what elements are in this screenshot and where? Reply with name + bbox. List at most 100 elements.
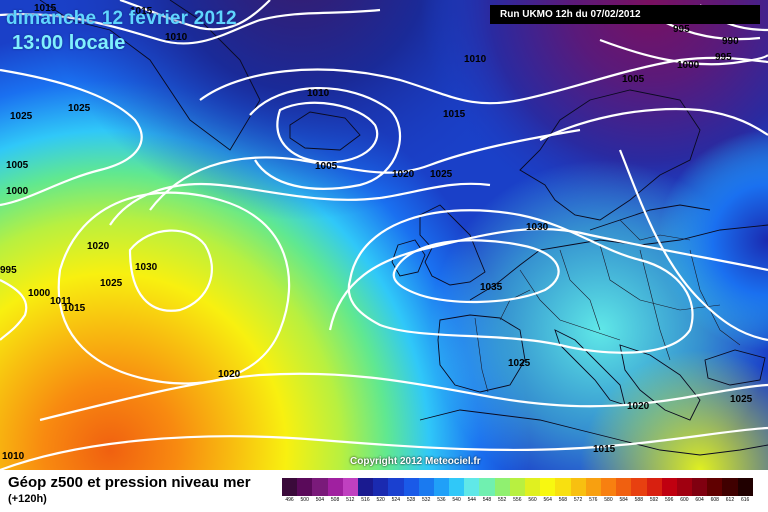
legend-value: 608: [710, 497, 719, 503]
isobar-label: 1025: [68, 103, 91, 114]
legend-swatch: 496: [282, 478, 298, 503]
legend-swatch: 532: [418, 478, 434, 503]
isobar-1030-azores: [128, 229, 213, 312]
isobar-label: 1010: [165, 32, 188, 43]
isobar-label: 1020: [627, 401, 650, 412]
iceland-coast: [289, 111, 361, 151]
model-run-info: Run UKMO 12h du 07/02/2012: [490, 5, 760, 24]
legend-swatch: 612: [722, 478, 738, 503]
isobar-label: 1015: [443, 109, 466, 120]
isobar-label: 1005: [315, 161, 338, 172]
isobar-label: 1025: [100, 278, 123, 289]
legend-value: 584: [619, 497, 628, 503]
legend-swatch: 588: [631, 478, 647, 503]
legend-swatch: 500: [297, 478, 313, 503]
isobar-label: 995: [0, 265, 17, 276]
isobar-1010-west-edge: [0, 279, 28, 341]
isobar-1005-iceland-low: [276, 101, 379, 164]
isobar-label: 1005: [6, 160, 29, 171]
legend-swatch: 540: [449, 478, 465, 503]
copyright-notice: Copyright 2012 Meteociel.fr: [350, 456, 481, 467]
legend-swatch: 536: [433, 478, 450, 503]
forecast-date: dimanche 12 fevrier 2012: [6, 8, 237, 29]
isobar-label: 1030: [135, 262, 158, 273]
legend-value: 504: [315, 497, 325, 503]
legend-value: 580: [604, 497, 613, 503]
legend-value: 564: [543, 497, 552, 503]
legend-swatch: 512: [342, 478, 358, 503]
legend-swatch: 564: [540, 478, 556, 503]
legend-swatch: 524: [388, 478, 404, 503]
legend-value: 556: [513, 497, 522, 503]
legend-value: 588: [634, 497, 643, 503]
isobar-1020-south: [39, 372, 768, 422]
isobar-1030-europe: [347, 209, 694, 354]
iberia-coast: [437, 314, 526, 393]
legend-swatch: 528: [403, 478, 419, 503]
border-line: [474, 317, 489, 393]
isobar-label: 1015: [593, 444, 616, 455]
legend-swatch: 544: [464, 478, 480, 503]
isobar-label: 1025: [508, 358, 531, 369]
legend-swatch: 560: [525, 478, 541, 503]
isobar-1030-ring: [57, 191, 291, 385]
north-africa-coast: [419, 409, 768, 456]
isobar-label: 1035: [480, 282, 503, 293]
legend-swatch: 520: [373, 478, 389, 503]
legend-value: 536: [437, 497, 446, 503]
isobar-label: 1020: [218, 369, 241, 380]
legend-swatch: 556: [509, 478, 525, 503]
legend-value: 576: [589, 497, 598, 503]
legend-swatch: 516: [357, 478, 374, 503]
ireland-coast: [391, 239, 426, 277]
italy-coast: [554, 329, 626, 406]
legend-swatch: 508: [327, 478, 343, 503]
legend-swatch: 580: [600, 478, 617, 503]
southeast-ridge-shading: [0, 0, 768, 470]
isobar-label: 1000: [677, 60, 700, 71]
legend-value: 600: [680, 497, 689, 503]
isobar-label: 1005: [622, 74, 645, 85]
legend-swatch: 504: [312, 478, 328, 503]
isobar-1025-europe: [328, 227, 768, 331]
isobar-label: 995: [715, 52, 732, 63]
isobar-label: 1010: [464, 54, 487, 65]
legend-swatch: 592: [646, 478, 662, 503]
isobar-label: 1025: [10, 111, 33, 122]
isobar-1015-south: [0, 426, 768, 470]
legend-swatch: 552: [494, 478, 510, 503]
legend-value: 572: [573, 497, 583, 503]
map-footer: Géop z500 et pression niveau mer (+120h)…: [0, 470, 768, 512]
isobar-lines: [0, 0, 768, 470]
forecast-time: 13:00 locale: [12, 32, 126, 54]
isobar-1010-north-loop: [249, 87, 402, 190]
legend-swatch: 600: [676, 478, 693, 503]
isobar-label: 1020: [87, 241, 110, 252]
isobar-1015-north: [0, 8, 381, 45]
legend-value: 532: [422, 497, 431, 503]
isobar-labels: 1015 1015 1010 1025 1025 1005 1000 995 9…: [0, 3, 753, 462]
isobar-1025-west: [0, 68, 143, 207]
chart-title: Géop z500 et pression niveau mer: [8, 474, 251, 491]
isobar-1025-mid: [109, 182, 491, 226]
isobar-label: 1015: [63, 303, 86, 314]
legend-value: 568: [558, 497, 568, 503]
isobar-1005-scandinavia: [539, 107, 768, 141]
legend-value: 548: [482, 497, 492, 503]
legend-swatch: 584: [616, 478, 632, 503]
isobar-label: 1015: [34, 3, 57, 14]
isobar-label: 1015: [130, 6, 153, 17]
isobar-label: 1020: [392, 169, 415, 180]
legend-value: 612: [725, 497, 735, 503]
border-line: [619, 219, 691, 241]
black-sea-coast: [704, 349, 766, 386]
chart-subtitle: (+120h): [8, 493, 47, 505]
legend-value: 500: [300, 497, 309, 503]
legend-swatch: 576: [585, 478, 601, 503]
balkans-coast: [619, 344, 701, 421]
isobar-1020-arc: [149, 128, 581, 211]
legend-swatch: 608: [707, 478, 723, 503]
isobar-995-ne: [659, 19, 761, 41]
isobar-1015-arc: [199, 56, 768, 105]
